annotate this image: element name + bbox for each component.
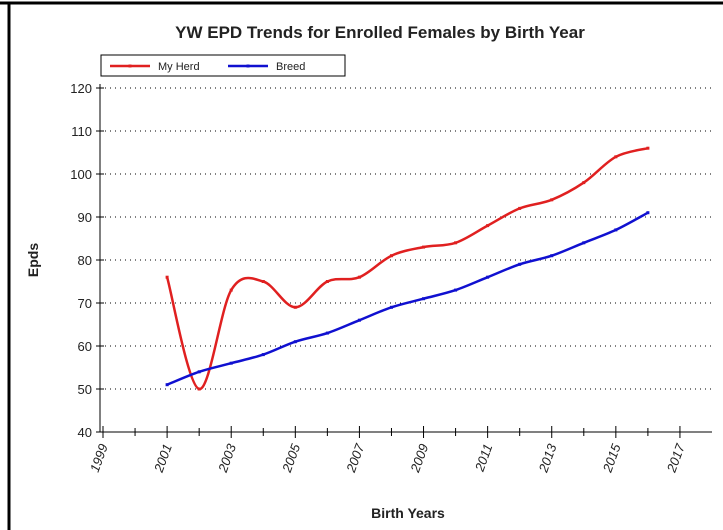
legend-box — [100, 54, 346, 77]
point-marker — [229, 288, 233, 292]
chart-title: YW EPD Trends for Enrolled Females by Bi… — [175, 23, 585, 42]
point-marker — [229, 361, 233, 365]
y-tick-label: 50 — [78, 382, 92, 397]
series-line — [166, 211, 649, 386]
point-marker — [389, 305, 393, 309]
legend-marker — [246, 64, 250, 68]
legend-label: Breed — [276, 61, 305, 73]
point-marker — [261, 280, 265, 283]
point-marker — [518, 206, 522, 210]
point-marker — [325, 331, 329, 335]
point-marker — [646, 146, 650, 150]
point-marker — [293, 340, 297, 344]
point-marker — [550, 198, 554, 202]
point-marker — [646, 211, 650, 215]
point-marker — [165, 275, 169, 279]
point-marker — [165, 383, 169, 387]
point-marker — [550, 254, 554, 258]
legend-marker — [128, 64, 132, 68]
y-tick-label: 40 — [78, 425, 92, 440]
point-marker — [614, 155, 618, 159]
y-tick-label: 60 — [78, 339, 92, 354]
point-marker — [454, 241, 458, 245]
point-marker — [261, 353, 265, 357]
y-tick-label: 100 — [70, 167, 92, 182]
point-marker — [422, 297, 426, 301]
point-marker — [325, 280, 329, 283]
point-marker — [614, 228, 618, 232]
y-tick-label: 110 — [71, 124, 92, 139]
point-marker — [293, 305, 297, 309]
y-tick-label: 120 — [70, 81, 92, 96]
point-marker — [357, 275, 361, 279]
point-marker — [582, 241, 586, 245]
point-marker — [582, 181, 586, 185]
y-axis-label: Epds — [25, 243, 41, 277]
point-marker — [454, 288, 458, 292]
point-marker — [197, 370, 201, 374]
point-marker — [486, 275, 490, 279]
y-tick-label: 70 — [78, 296, 92, 311]
x-axis-label: Birth Years — [371, 505, 445, 521]
legend-label: My Herd — [158, 61, 200, 73]
point-marker — [486, 224, 490, 228]
y-tick-label: 80 — [78, 253, 92, 268]
point-marker — [389, 254, 393, 258]
y-tick-label: 90 — [78, 210, 92, 225]
point-marker — [518, 262, 522, 266]
point-marker — [422, 245, 426, 249]
point-marker — [357, 318, 361, 322]
point-marker — [197, 387, 201, 391]
